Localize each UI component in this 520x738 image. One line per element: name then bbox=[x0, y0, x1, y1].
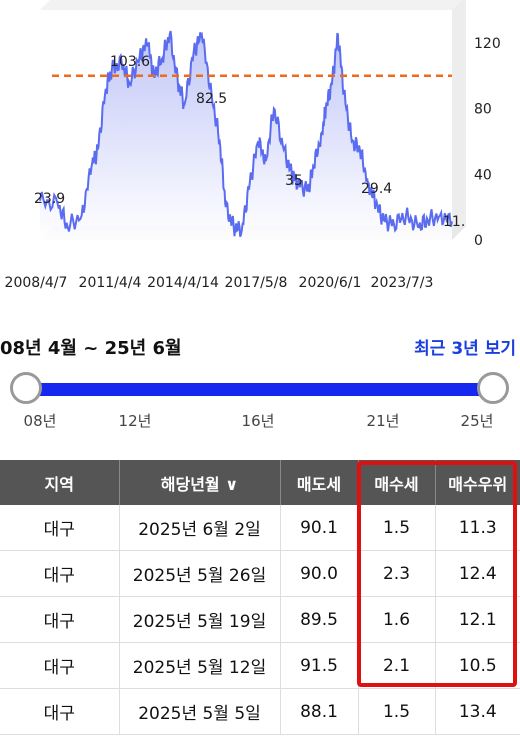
data-annotation: 29.4 bbox=[361, 181, 392, 197]
header-region: 지역 bbox=[0, 460, 120, 505]
series-area bbox=[40, 31, 452, 240]
cell-sell: 88.1 bbox=[280, 688, 359, 735]
slider-end-handle[interactable] bbox=[477, 372, 509, 404]
cell-buy-dominance: 13.4 bbox=[435, 688, 520, 735]
chart-top-wall bbox=[40, 0, 462, 10]
y-tick-label: 0 bbox=[474, 233, 483, 249]
x-tick-label: 2014/4/14 bbox=[147, 275, 219, 291]
cell-buy-dominance: 11.3 bbox=[435, 505, 520, 551]
y-tick-label: 40 bbox=[474, 167, 492, 183]
data-annotation: 35 bbox=[285, 173, 303, 189]
cell-date: 2025년 5월 19일 bbox=[119, 596, 281, 643]
header-sell: 매도세 bbox=[280, 460, 359, 505]
data-annotation: 23.9 bbox=[34, 191, 65, 207]
header-buy-dominance: 매수우위 bbox=[435, 460, 520, 505]
cell-date: 2025년 6월 2일 bbox=[119, 505, 281, 551]
table-row: 대구 2025년 5월 26일 90.0 2.3 12.4 bbox=[0, 550, 520, 597]
recent-3-years-button[interactable]: 최근 3년 보기 bbox=[414, 339, 516, 359]
market-index-chart: 0 40 80 120 2008/4/7 2011/4/4 2014/4/14 2017/5/… bbox=[5, 0, 501, 291]
cell-buy: 1.6 bbox=[358, 596, 436, 643]
data-annotation: 11. bbox=[443, 214, 465, 230]
date-range-slider[interactable] bbox=[0, 372, 520, 408]
x-tick-label: 2011/4/4 bbox=[79, 275, 142, 291]
table-row: 대구 2025년 6월 2일 90.1 1.5 11.3 bbox=[0, 505, 520, 551]
series-line bbox=[39, 30, 453, 238]
date-range-label: 08년 4월 ~ 25년 6월 bbox=[0, 338, 182, 359]
table-row: 대구 2025년 5월 19일 89.5 1.6 12.1 bbox=[0, 596, 520, 643]
cell-sell: 91.5 bbox=[280, 642, 359, 689]
year-label: 12년 bbox=[118, 412, 152, 430]
cell-sell: 89.5 bbox=[280, 596, 359, 643]
header-buy: 매수세 bbox=[358, 460, 436, 505]
index-table: 지역 해당년월 ∨ 매도세 매수세 매수우위 대구 2025년 6월 2일 90… bbox=[0, 460, 520, 735]
cell-buy: 1.5 bbox=[358, 688, 436, 735]
x-tick-label: 2020/6/1 bbox=[299, 275, 362, 291]
y-tick-label: 80 bbox=[474, 102, 492, 118]
table-row: 대구 2025년 5월 5일 88.1 1.5 13.4 bbox=[0, 688, 520, 735]
cell-buy-dominance: 12.1 bbox=[435, 596, 520, 643]
cell-region: 대구 bbox=[0, 505, 120, 551]
x-tick-label: 2017/5/8 bbox=[225, 275, 288, 291]
cell-buy: 2.3 bbox=[358, 550, 436, 597]
header-date-sort[interactable]: 해당년월 ∨ bbox=[119, 460, 281, 505]
cell-date: 2025년 5월 12일 bbox=[119, 642, 281, 689]
cell-buy: 2.1 bbox=[358, 642, 436, 689]
slider-start-handle[interactable] bbox=[10, 372, 42, 404]
year-label: 21년 bbox=[366, 412, 400, 430]
data-annotation: 103.6 bbox=[110, 54, 150, 70]
table-row: 대구 2025년 5월 12일 91.5 2.1 10.5 bbox=[0, 642, 520, 689]
cell-region: 대구 bbox=[0, 688, 120, 735]
year-label: 16년 bbox=[241, 412, 275, 430]
cell-sell: 90.0 bbox=[280, 550, 359, 597]
chart-side-wall bbox=[452, 0, 466, 240]
cell-region: 대구 bbox=[0, 550, 120, 597]
range-header: 08년 4월 ~ 25년 6월 최근 3년 보기 bbox=[0, 334, 520, 362]
year-label: 25년 bbox=[460, 412, 494, 430]
cell-date: 2025년 5월 5일 bbox=[119, 688, 281, 735]
cell-buy-dominance: 12.4 bbox=[435, 550, 520, 597]
cell-buy: 1.5 bbox=[358, 505, 436, 551]
cell-sell: 90.1 bbox=[280, 505, 359, 551]
x-tick-label: 2008/4/7 bbox=[5, 275, 68, 291]
slider-track[interactable] bbox=[26, 383, 494, 396]
table-header-row: 지역 해당년월 ∨ 매도세 매수세 매수우위 bbox=[0, 460, 520, 505]
slider-year-labels: 08년 12년 16년 21년 25년 bbox=[0, 410, 520, 430]
y-tick-label: 120 bbox=[474, 36, 501, 52]
cell-date: 2025년 5월 26일 bbox=[119, 550, 281, 597]
cell-region: 대구 bbox=[0, 596, 120, 643]
year-label: 08년 bbox=[23, 412, 57, 430]
x-tick-label: 2023/7/3 bbox=[371, 275, 434, 291]
data-annotation: 82.5 bbox=[196, 91, 227, 107]
cell-buy-dominance: 10.5 bbox=[435, 642, 520, 689]
cell-region: 대구 bbox=[0, 642, 120, 689]
